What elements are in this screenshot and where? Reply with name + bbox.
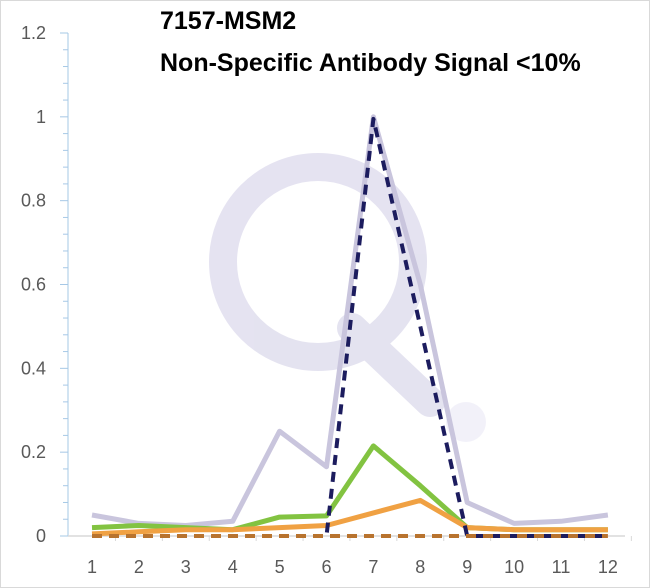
x-tick-label: 6 xyxy=(321,557,331,577)
x-tick-label: 2 xyxy=(134,557,144,577)
x-tick-label: 4 xyxy=(228,557,238,577)
x-tick-label: 3 xyxy=(181,557,191,577)
x-tick-label: 12 xyxy=(598,557,618,577)
series-line-3 xyxy=(91,497,608,537)
x-tick-label: 8 xyxy=(415,557,425,577)
y-tick-label: 0.4 xyxy=(21,358,46,378)
x-tick-label: 1 xyxy=(87,557,97,577)
x-tick-label: 7 xyxy=(368,557,378,577)
y-tick-label: 0.6 xyxy=(21,275,46,295)
x-tick-label: 9 xyxy=(462,557,472,577)
x-tick-label: 11 xyxy=(552,557,571,577)
x-tick-label: 5 xyxy=(275,557,285,577)
x-tick-label: 10 xyxy=(504,557,524,577)
y-tick-label: 1 xyxy=(36,107,46,127)
y-tick-label: 0.2 xyxy=(21,442,46,462)
y-tick-label: 1.2 xyxy=(21,23,46,43)
chart-subtitle: Non-Specific Antibody Signal <10% xyxy=(160,49,581,77)
chart-title: 7157-MSM2 xyxy=(160,7,297,35)
y-tick-label: 0 xyxy=(36,526,46,546)
y-tick-label: 0.8 xyxy=(21,191,46,211)
